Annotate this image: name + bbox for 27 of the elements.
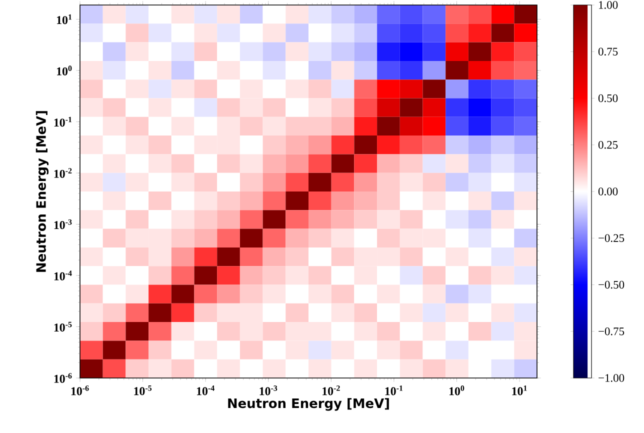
x-tick-label: 10$^{-2}$ xyxy=(322,386,340,396)
y-tick-label: 10$^{1}$ xyxy=(56,14,72,24)
color-bar-label: −0.75 xyxy=(598,327,624,336)
x-tick-label: 10$^{-1}$ xyxy=(385,386,403,396)
x-axis-title: Neutron Energy [MeV] xyxy=(228,398,389,411)
y-tick-label: 10$^{-3}$ xyxy=(54,219,72,230)
x-tick-label: 10$^{-6}$ xyxy=(71,386,89,396)
y-axis-title: Neutron Energy [MeV] xyxy=(36,111,49,272)
color-bar-label: −0.50 xyxy=(598,280,624,289)
color-bar-label: −0.25 xyxy=(598,234,624,242)
color-bar-label: 0.50 xyxy=(598,94,618,102)
color-bar-label: 1.00 xyxy=(599,1,618,9)
color-bar-label: 0.75 xyxy=(598,48,618,56)
x-tick-label: 10$^{-3}$ xyxy=(260,386,278,396)
color-bar-label: 0.00 xyxy=(598,188,618,196)
x-tick-label: 10$^{1}$ xyxy=(512,386,527,396)
x-tick-label: 10$^{-5}$ xyxy=(134,386,152,396)
y-tick-label: 10$^{-4}$ xyxy=(54,270,72,280)
y-tick-label: 10$^{-6}$ xyxy=(54,373,72,383)
color-bar-label: 0.25 xyxy=(598,140,618,149)
y-tick-label: 10$^{-1}$ xyxy=(54,116,72,127)
x-tick-label: 10$^{0}$ xyxy=(449,386,464,396)
y-tick-label: 10$^{0}$ xyxy=(56,66,72,76)
x-tick-label: 10$^{-4}$ xyxy=(196,386,214,396)
y-tick-label: 10$^{-2}$ xyxy=(54,168,72,178)
y-tick-label: 10$^{-5}$ xyxy=(54,322,72,332)
color-bar-label: −1.00 xyxy=(598,374,624,382)
